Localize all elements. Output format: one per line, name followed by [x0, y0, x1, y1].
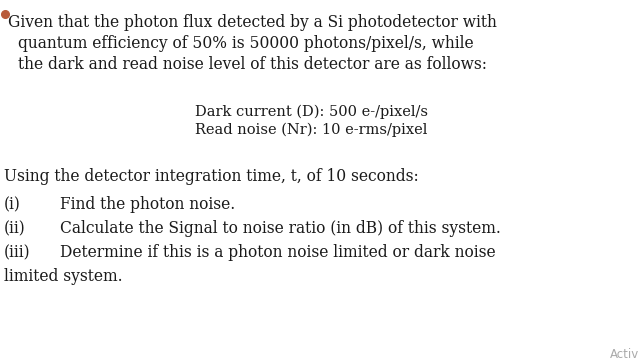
Text: Read noise (Nr): 10 e-rms/pixel: Read noise (Nr): 10 e-rms/pixel: [195, 123, 428, 138]
Text: (iii): (iii): [4, 244, 31, 261]
Text: Find the photon noise.: Find the photon noise.: [60, 196, 236, 213]
Text: Dark current (D): 500 e-/pixel/s: Dark current (D): 500 e-/pixel/s: [195, 105, 428, 119]
Text: Calculate the Signal to noise ratio (in dB) of this system.: Calculate the Signal to noise ratio (in …: [60, 220, 501, 237]
Text: Given that the photon flux detected by a Si photodetector with: Given that the photon flux detected by a…: [8, 14, 497, 31]
Text: limited system.: limited system.: [4, 268, 123, 285]
Text: Determine if this is a photon noise limited or dark noise: Determine if this is a photon noise limi…: [60, 244, 495, 261]
Text: quantum efficiency of 50% is 50000 photons/pixel/s, while: quantum efficiency of 50% is 50000 photo…: [18, 35, 474, 52]
Text: (i): (i): [4, 196, 21, 213]
Text: (ii): (ii): [4, 220, 26, 237]
Text: the dark and read noise level of this detector are as follows:: the dark and read noise level of this de…: [18, 56, 487, 73]
Text: Activ: Activ: [610, 348, 639, 361]
Text: Using the detector integration time, t, of 10 seconds:: Using the detector integration time, t, …: [4, 168, 419, 185]
